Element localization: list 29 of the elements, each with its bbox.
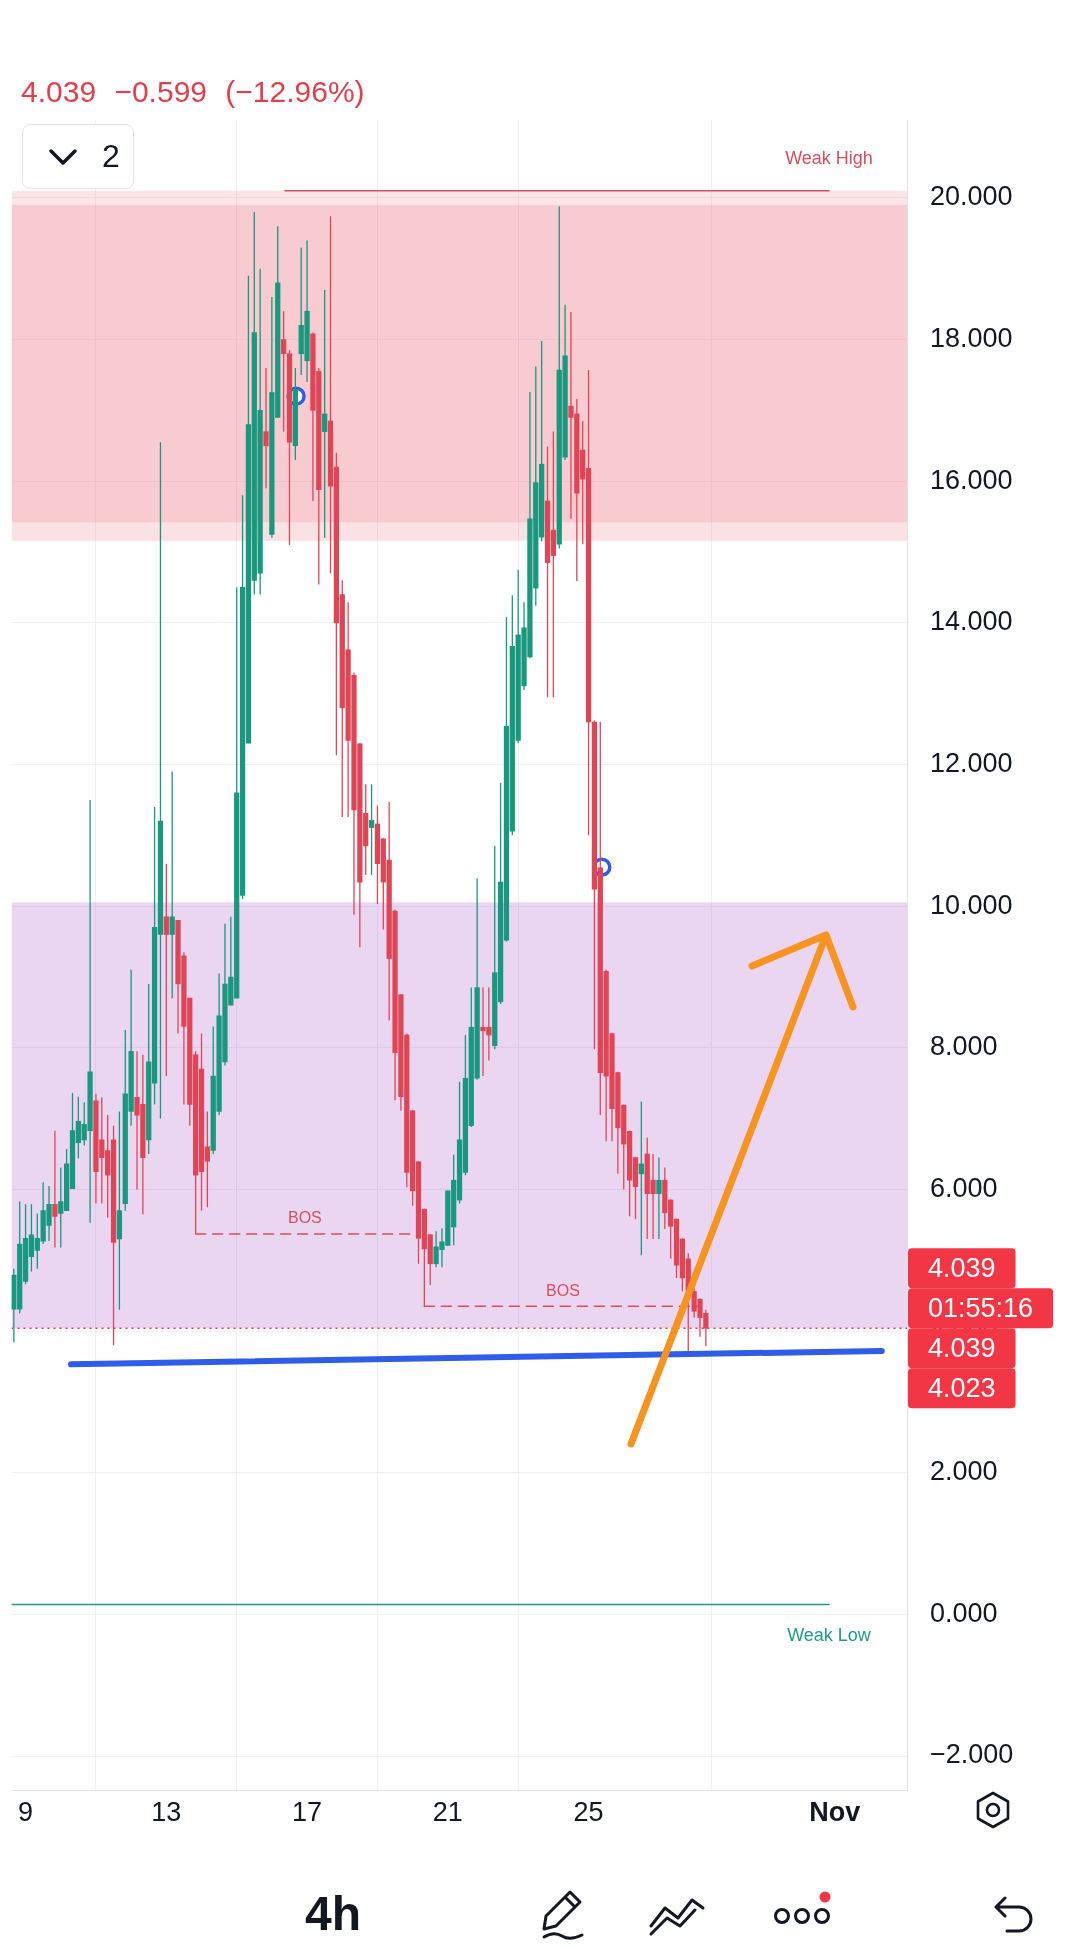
y-tick-label: 20.000 — [930, 181, 1013, 212]
x-tick-label: Nov — [809, 1796, 861, 1827]
y-tick-label: 10.000 — [930, 889, 1013, 920]
chart-subtitle: 4.039 −0.599 (−12.96%) — [21, 74, 365, 110]
y-tick-label: 14.000 — [930, 606, 1013, 637]
x-tick-label: 17 — [292, 1796, 323, 1827]
text: 4h — [305, 1886, 362, 1942]
y-tick-label: −2.000 — [930, 1739, 1014, 1770]
x-tick-label: 21 — [432, 1796, 463, 1827]
annotation: 2 — [102, 138, 120, 174]
y-tick-label: 2.000 — [930, 1456, 998, 1487]
series-label: BOS — [546, 1281, 580, 1299]
x-tick-label: 9 — [18, 1796, 34, 1827]
y-tick-label: 12.000 — [930, 747, 1013, 778]
text: 01:55:16 — [928, 1292, 1034, 1323]
y-tick-label: 18.000 — [930, 323, 1013, 353]
text: 4.023 — [928, 1372, 996, 1403]
y-tick-label: 16.000 — [930, 464, 1013, 495]
dropdown-button: 2 — [22, 124, 134, 189]
series-label: Weak Low — [787, 1625, 872, 1646]
y-tick-label: 6.000 — [930, 1172, 998, 1203]
series-label: Weak High — [785, 147, 873, 168]
ref-line-label: 4.039 — [928, 1332, 996, 1363]
text: 4.039 — [928, 1252, 996, 1283]
series-label: BOS — [287, 1209, 322, 1227]
x-tick-label: 25 — [573, 1796, 604, 1827]
y-tick-label: 8.000 — [930, 1031, 998, 1062]
y-tick-label: 0.000 — [930, 1597, 998, 1628]
x-tick-label: 13 — [151, 1796, 182, 1827]
